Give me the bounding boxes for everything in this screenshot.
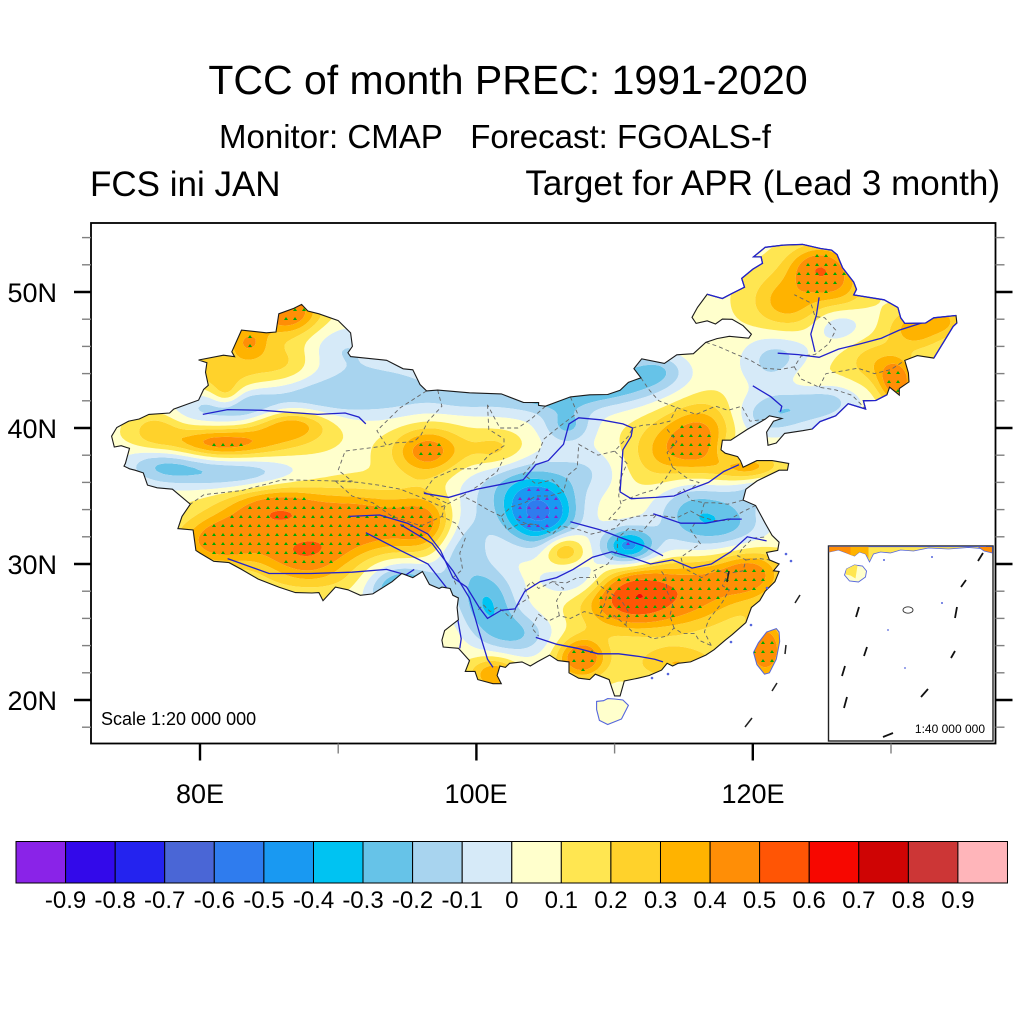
svg-text:100E: 100E <box>444 779 507 809</box>
svg-text:120E: 120E <box>721 779 784 809</box>
svg-text:-0.5: -0.5 <box>243 887 284 914</box>
svg-text:-0.9: -0.9 <box>45 887 86 914</box>
svg-text:0.1: 0.1 <box>545 887 578 914</box>
svg-text:30N: 30N <box>7 550 57 580</box>
svg-text:0.3: 0.3 <box>644 887 677 914</box>
svg-text:Monitor: CMAP Forecast: FGOA: Monitor: CMAP Forecast: FGOALS-f <box>219 118 772 155</box>
svg-text:0: 0 <box>505 887 518 914</box>
svg-text:TCC of month PREC: 1991-2020: TCC of month PREC: 1991-2020 <box>208 57 807 103</box>
svg-text:Target for APR (Lead 3 month): Target for APR (Lead 3 month) <box>525 164 1000 203</box>
svg-text:0.9: 0.9 <box>941 887 974 914</box>
svg-text:-0.2: -0.2 <box>392 887 433 914</box>
svg-text:0.7: 0.7 <box>842 887 875 914</box>
svg-text:-0.1: -0.1 <box>442 887 483 914</box>
svg-text:0.8: 0.8 <box>892 887 925 914</box>
svg-text:-0.7: -0.7 <box>144 887 185 914</box>
svg-text:0.4: 0.4 <box>693 887 726 914</box>
svg-text:0.6: 0.6 <box>793 887 826 914</box>
svg-text:-0.8: -0.8 <box>95 887 136 914</box>
svg-text:0.2: 0.2 <box>594 887 627 914</box>
svg-text:40N: 40N <box>7 414 57 444</box>
svg-text:0.5: 0.5 <box>743 887 776 914</box>
svg-text:Scale 1:20 000 000: Scale 1:20 000 000 <box>101 709 256 729</box>
svg-text:-0.3: -0.3 <box>342 887 383 914</box>
svg-text:-0.4: -0.4 <box>293 887 334 914</box>
svg-text:50N: 50N <box>7 278 57 308</box>
svg-text:1:40 000 000: 1:40 000 000 <box>915 722 985 736</box>
svg-text:20N: 20N <box>7 686 57 716</box>
svg-text:80E: 80E <box>176 779 224 809</box>
svg-text:FCS ini JAN: FCS ini JAN <box>90 165 281 204</box>
svg-text:-0.6: -0.6 <box>194 887 235 914</box>
